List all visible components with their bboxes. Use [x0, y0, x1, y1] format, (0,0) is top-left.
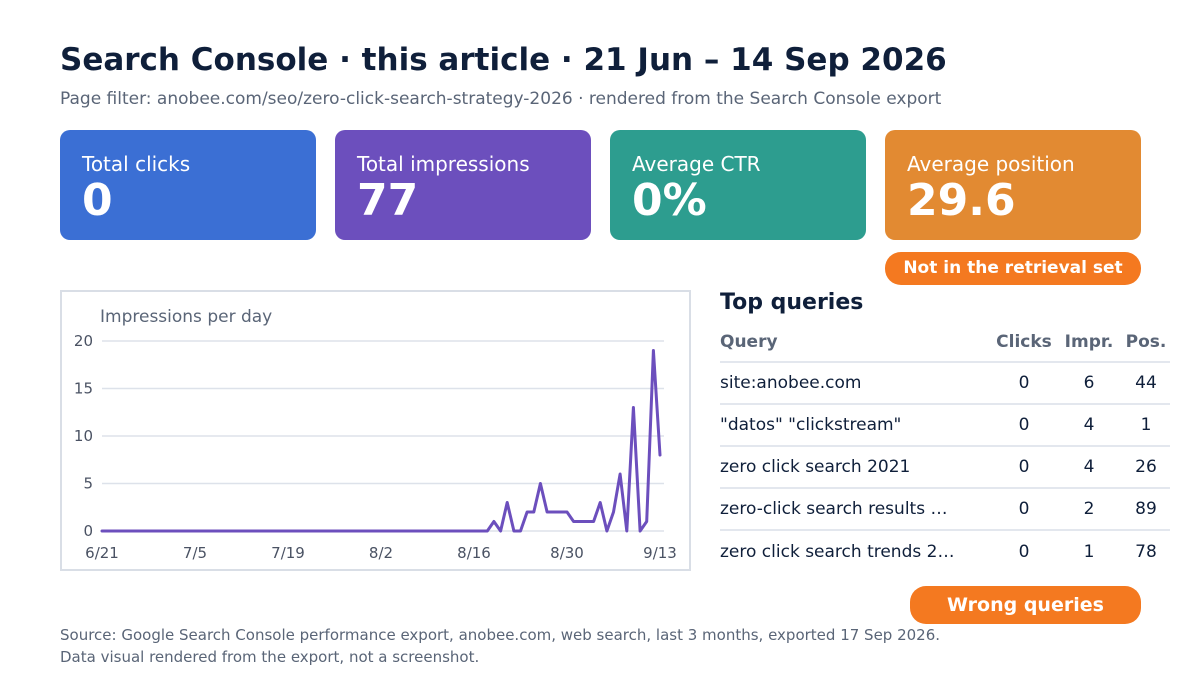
column-header-impressions: Impr. [1064, 331, 1114, 352]
impressions-cell: 2 [1056, 487, 1122, 530]
clicks-cell: 0 [992, 403, 1056, 446]
top-queries-title: Top queries [720, 290, 864, 315]
x-tick-label: 8/16 [457, 544, 491, 562]
source-note: Source: Google Search Console performanc… [60, 624, 940, 668]
impressions-cell: 4 [1056, 403, 1122, 446]
total-impressions-label: Total impressions [357, 152, 530, 176]
y-tick-label: 5 [83, 475, 93, 493]
average-position-card: Average position 29.6 [885, 130, 1141, 240]
clicks-cell: 0 [992, 529, 1056, 572]
impressions-cell: 1 [1056, 529, 1122, 572]
table-row: site:anobee.com 0 6 44 [720, 361, 1170, 404]
column-header-query: Query [720, 331, 778, 352]
query-cell: zero-click search results … [720, 487, 992, 530]
query-cell: zero click search trends 2… [720, 529, 992, 572]
total-impressions-card: Total impressions 77 [335, 130, 591, 240]
average-ctr-value: 0% [632, 175, 707, 226]
chart-title: Impressions per day [100, 307, 272, 327]
x-tick-label: 8/30 [550, 544, 584, 562]
impressions-cell: 6 [1056, 361, 1122, 404]
position-cell: 26 [1122, 445, 1170, 488]
y-tick-label: 20 [74, 332, 93, 350]
impressions-series-line [100, 349, 662, 533]
position-cell: 78 [1122, 529, 1170, 572]
position-cell: 1 [1122, 403, 1170, 446]
column-header-clicks: Clicks [996, 331, 1052, 352]
y-tick-label: 0 [83, 522, 93, 540]
query-cell: "datos" "clickstream" [720, 403, 992, 446]
page-subtitle: Page filter: anobee.com/seo/zero-click-s… [60, 89, 942, 109]
clicks-cell: 0 [992, 361, 1056, 404]
position-cell: 44 [1122, 361, 1170, 404]
y-tick-label: 15 [74, 380, 93, 398]
average-position-label: Average position [907, 152, 1075, 176]
table-row: zero click search 2021 0 4 26 [720, 445, 1170, 488]
impressions-cell: 4 [1056, 445, 1122, 488]
total-impressions-value: 77 [357, 175, 419, 226]
impressions-chart-svg: Impressions per day 0 5 10 15 20 6/21 7/5 7/19… [74, 307, 677, 562]
position-cell: 89 [1122, 487, 1170, 530]
column-header-position: Pos. [1125, 331, 1167, 352]
clicks-cell: 0 [992, 445, 1056, 488]
x-tick-label: 7/5 [183, 544, 207, 562]
impressions-chart: Impressions per day 0 5 10 15 20 6/21 7/5 7/19… [60, 290, 691, 571]
average-ctr-card: Average CTR 0% [610, 130, 866, 240]
x-tick-label: 7/19 [271, 544, 305, 562]
source-line: Source: Google Search Console performanc… [60, 626, 941, 644]
x-tick-label: 8/2 [369, 544, 393, 562]
total-clicks-card: Total clicks 0 [60, 130, 316, 240]
y-tick-label: 10 [74, 427, 93, 445]
table-row: zero click search trends 2… 0 1 78 [720, 529, 1170, 572]
top-queries-table: Query Clicks Impr. Pos. site:anobee.com … [720, 322, 1170, 572]
wrong-queries-badge: Wrong queries [910, 586, 1141, 624]
x-tick-label: 6/21 [85, 544, 119, 562]
x-tick-label: 9/13 [643, 544, 677, 562]
average-position-value: 29.6 [907, 175, 1016, 226]
retrieval-status-badge: Not in the retrieval set [885, 252, 1141, 285]
total-clicks-value: 0 [82, 175, 113, 226]
table-header-row: Query Clicks Impr. Pos. [720, 322, 1170, 362]
clicks-cell: 0 [992, 487, 1056, 530]
table-row: "datos" "clickstream" 0 4 1 [720, 403, 1170, 446]
query-cell: zero click search 2021 [720, 445, 992, 488]
page-title: Search Console · this article · 21 Jun –… [60, 42, 947, 78]
disclaimer-line: Data visual rendered from the export, no… [60, 648, 480, 666]
table-row: zero-click search results … 0 2 89 [720, 487, 1170, 530]
total-clicks-label: Total clicks [82, 152, 191, 176]
average-ctr-label: Average CTR [632, 152, 761, 176]
query-cell: site:anobee.com [720, 361, 992, 404]
